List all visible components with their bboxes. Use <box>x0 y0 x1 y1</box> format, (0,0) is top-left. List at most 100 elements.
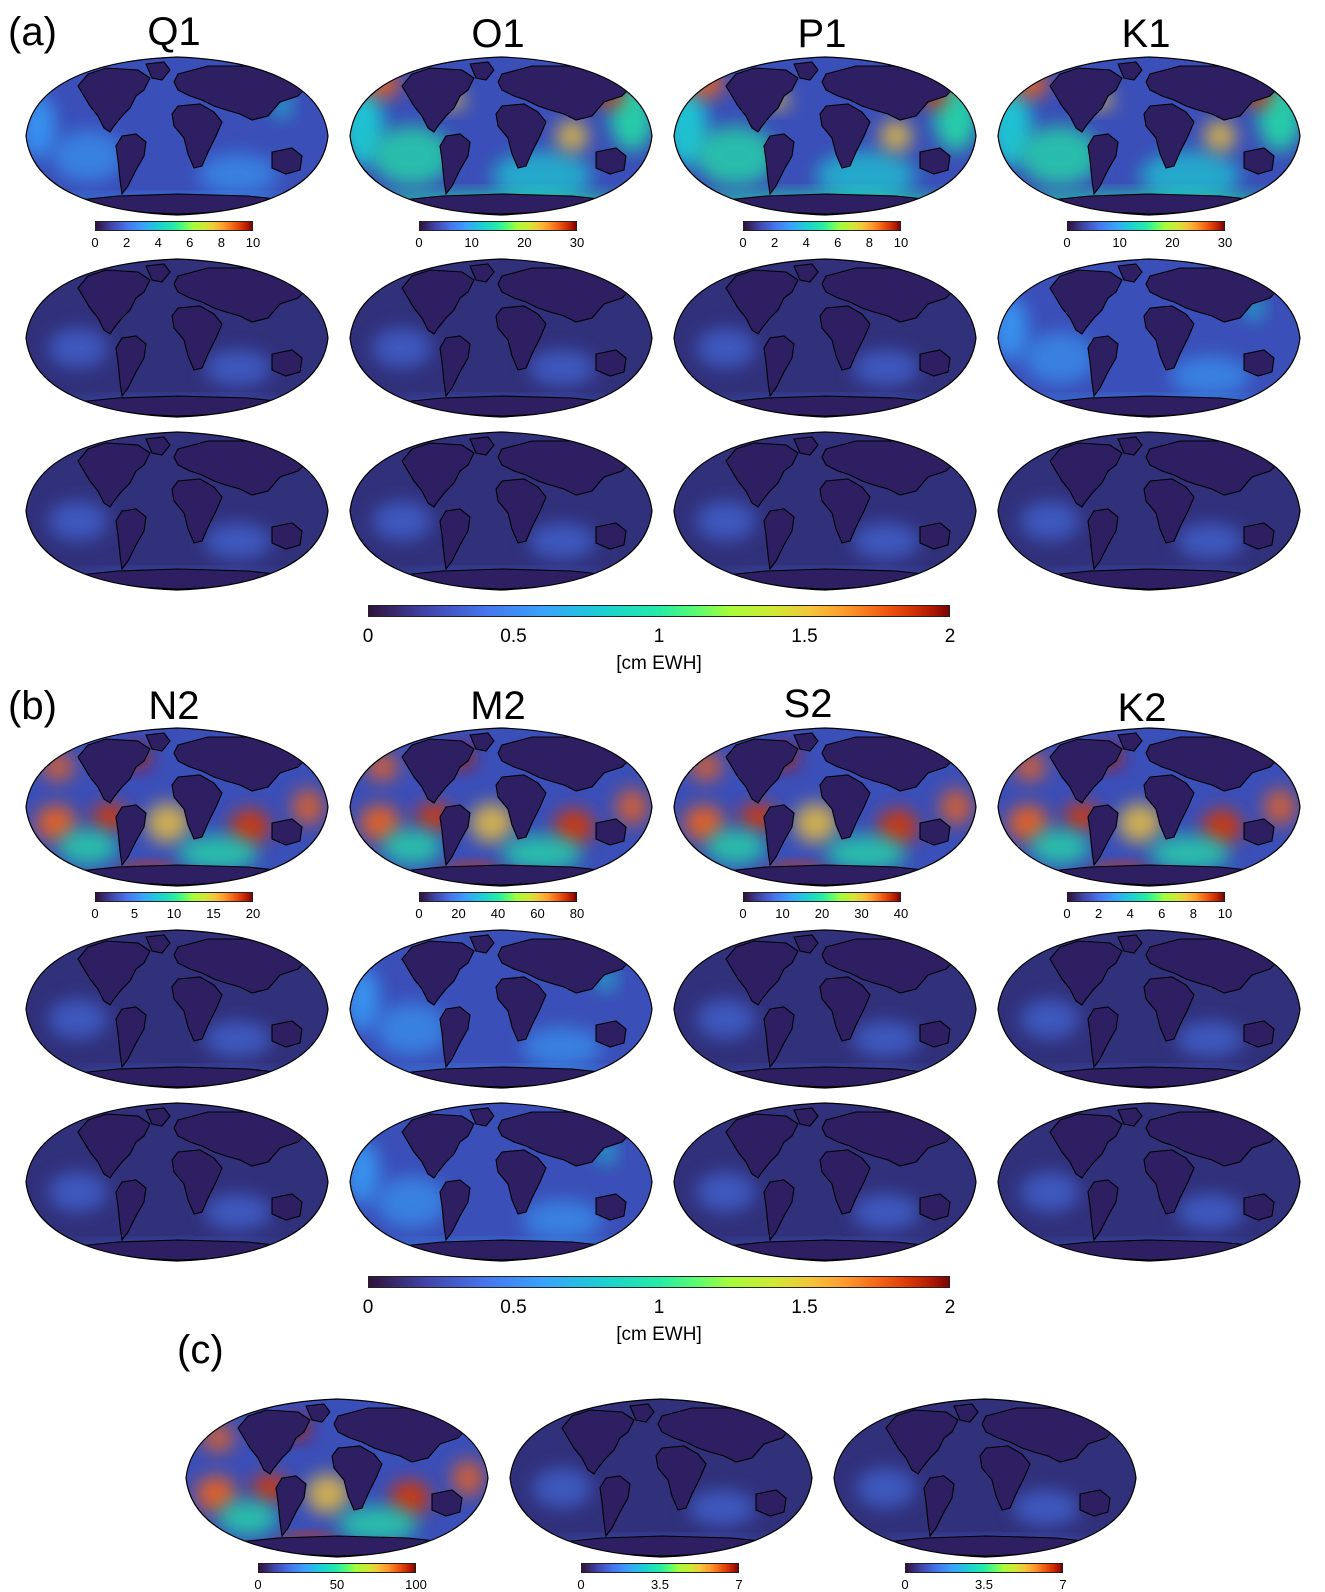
colorbar-a3-tick: 10 <box>1112 235 1127 250</box>
map-b-error1-1 <box>342 929 660 1089</box>
colorbar-c2-tick: 0 <box>901 1577 909 1592</box>
colorbar-unit-b: [cm EWH] <box>616 1324 702 1345</box>
map-a-amplitude-1 <box>342 56 660 216</box>
title-o1: O1 <box>471 12 525 56</box>
colorbar-a1-tick: 10 <box>464 235 479 250</box>
colorbar-a3-tick: 0 <box>1063 235 1071 250</box>
colorbar-b0-tick: 5 <box>130 906 139 921</box>
colorbar-c1-tick: 0 <box>577 1577 585 1592</box>
panel-label-b: (b) <box>8 684 57 728</box>
colorbar-error-b <box>368 1276 950 1288</box>
colorbar-c0-tick: 0 <box>254 1577 262 1592</box>
colorbar-c1 <box>258 1563 416 1573</box>
colorbar-b1-tick: 40 <box>490 906 506 921</box>
error-colorbar-a-tick: 1 <box>653 626 665 647</box>
colorbar-b2-tick: 30 <box>854 906 869 921</box>
colorbar-b1-tick: 60 <box>530 906 545 921</box>
map-b-error1-0 <box>18 929 336 1089</box>
map-b-error2-0 <box>18 1102 336 1262</box>
map-b-error2-2 <box>666 1102 984 1262</box>
map-b-error1-2 <box>666 929 984 1089</box>
colorbar-a0-tick: 2 <box>122 235 131 250</box>
panel-label-c: (c) <box>177 1328 224 1372</box>
error-colorbar-a-tick: 0 <box>362 626 374 647</box>
map-a-error2-3 <box>990 431 1308 591</box>
map-a-error2-2 <box>666 431 984 591</box>
map-b-amplitude-0 <box>18 727 336 887</box>
colorbar-a2-tick: 6 <box>834 235 842 250</box>
colorbar-b1-tick: 20 <box>451 906 466 921</box>
colorbar-b2-tick: 10 <box>775 906 790 921</box>
error-colorbar-b-tick: 0.5 <box>500 1297 527 1318</box>
error-colorbar-a-tick: 0.5 <box>500 626 527 647</box>
map-a-amplitude-2 <box>666 56 984 216</box>
error-colorbar-b-tick: 1 <box>653 1297 665 1318</box>
map-c-1 <box>502 1398 820 1558</box>
map-b-error2-1 <box>342 1102 660 1262</box>
colorbar-s2 <box>743 892 901 902</box>
colorbar-c1-tick: 7 <box>735 1577 743 1592</box>
colorbar-a2-tick: 4 <box>802 235 810 250</box>
title-q1: Q1 <box>147 10 201 54</box>
map-a-error1-1 <box>342 258 660 418</box>
colorbar-n2 <box>95 892 253 902</box>
error-colorbar-a-tick: 1.5 <box>791 626 818 647</box>
error-colorbar-b-tick: 2 <box>944 1297 956 1318</box>
map-b-amplitude-1 <box>342 727 660 887</box>
colorbar-b3-tick: 8 <box>1189 906 1197 921</box>
title-m2: M2 <box>470 684 526 728</box>
map-a-error1-3 <box>990 258 1308 418</box>
title-p1: P1 <box>797 12 847 56</box>
colorbar-b1-tick: 0 <box>415 906 423 921</box>
panel-label-a: (a) <box>8 10 57 54</box>
colorbar-b2-tick: 20 <box>814 906 830 921</box>
colorbar-c2-tick: 3.5 <box>974 1577 994 1592</box>
colorbar-b1-tick: 80 <box>569 906 585 921</box>
colorbar-b2-tick: 40 <box>893 906 909 921</box>
colorbar-b0-tick: 10 <box>166 906 182 921</box>
map-b-amplitude-3 <box>990 727 1308 887</box>
colorbar-b3-tick: 2 <box>1094 906 1103 921</box>
map-a-error2-0 <box>18 431 336 591</box>
map-b-error1-3 <box>990 929 1308 1089</box>
map-c-0 <box>178 1398 496 1558</box>
colorbar-c0-tick: 100 <box>405 1577 427 1592</box>
colorbar-a2-tick: 8 <box>865 235 873 250</box>
map-c-2 <box>826 1398 1144 1558</box>
colorbar-a0-tick: 10 <box>245 235 261 250</box>
error-colorbar-a-tick: 2 <box>944 626 956 647</box>
map-b-error2-3 <box>990 1102 1308 1262</box>
colorbar-a0-tick: 6 <box>186 235 194 250</box>
colorbar-c0-tick: 50 <box>329 1577 345 1592</box>
colorbar-b0-tick: 0 <box>91 906 99 921</box>
map-a-amplitude-0 <box>18 56 336 216</box>
colorbar-b0-tick: 15 <box>206 906 221 921</box>
colorbar-unit-a: [cm EWH] <box>616 653 702 674</box>
colorbar-b0-tick: 20 <box>245 906 261 921</box>
colorbar-q1 <box>95 221 253 231</box>
map-b-amplitude-2 <box>666 727 984 887</box>
colorbar-error-a <box>368 605 950 617</box>
title-n2: N2 <box>148 684 200 728</box>
colorbar-a1-tick: 0 <box>415 235 423 250</box>
title-s2: S2 <box>783 682 833 726</box>
colorbar-a1-tick: 20 <box>517 235 532 250</box>
colorbar-k1 <box>1067 221 1225 231</box>
colorbar-b2-tick: 0 <box>739 906 747 921</box>
colorbar-o1 <box>419 221 577 231</box>
colorbar-b3-tick: 4 <box>1126 906 1134 921</box>
colorbar-b3-tick: 0 <box>1063 906 1071 921</box>
colorbar-c2-tick: 7 <box>1059 1577 1067 1592</box>
colorbar-b3-tick: 6 <box>1158 906 1166 921</box>
error-colorbar-b-tick: 0 <box>362 1297 374 1318</box>
colorbar-a0-tick: 8 <box>217 235 225 250</box>
colorbar-m2 <box>419 892 577 902</box>
colorbar-a2-tick: 0 <box>739 235 747 250</box>
error-colorbar-b-tick: 1.5 <box>791 1297 818 1318</box>
colorbar-a3-tick: 30 <box>1217 235 1233 250</box>
colorbar-a2-tick: 2 <box>770 235 779 250</box>
colorbar-c3 <box>905 1563 1063 1573</box>
colorbar-b3-tick: 10 <box>1217 906 1233 921</box>
colorbar-a0-tick: 4 <box>154 235 162 250</box>
colorbar-p1 <box>743 221 901 231</box>
